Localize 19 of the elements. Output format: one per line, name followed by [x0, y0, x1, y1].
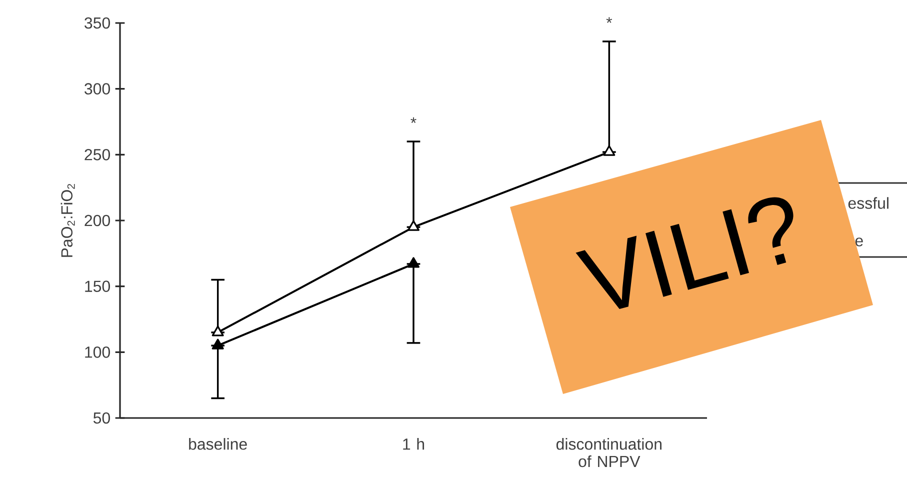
y-tick-label: 350 — [84, 17, 110, 29]
text: essful — [848, 197, 888, 209]
x-tick-label: 1 h — [403, 438, 424, 450]
y-axis-title: PaO$_{2}$:FiO$_{2}$ — [60, 184, 75, 257]
y-tick-label: 50 — [93, 412, 110, 424]
y-tick-label: 100 — [85, 346, 110, 358]
text: e — [855, 238, 863, 246]
point — [603, 145, 616, 156]
annotation: VILI? — [576, 197, 794, 310]
y-tick-label: 200 — [84, 214, 110, 226]
y-tick-label: 250 — [84, 149, 110, 160]
annotation: * — [410, 117, 416, 123]
x-tick-label: baseline — [189, 438, 247, 450]
x-tick-label: discontinuation of NPPV — [556, 438, 662, 468]
y-tick-label: 300 — [84, 83, 110, 94]
point — [408, 220, 420, 231]
text: * — [606, 17, 612, 23]
point — [212, 326, 224, 336]
y-tick-label: 150 — [85, 280, 110, 292]
